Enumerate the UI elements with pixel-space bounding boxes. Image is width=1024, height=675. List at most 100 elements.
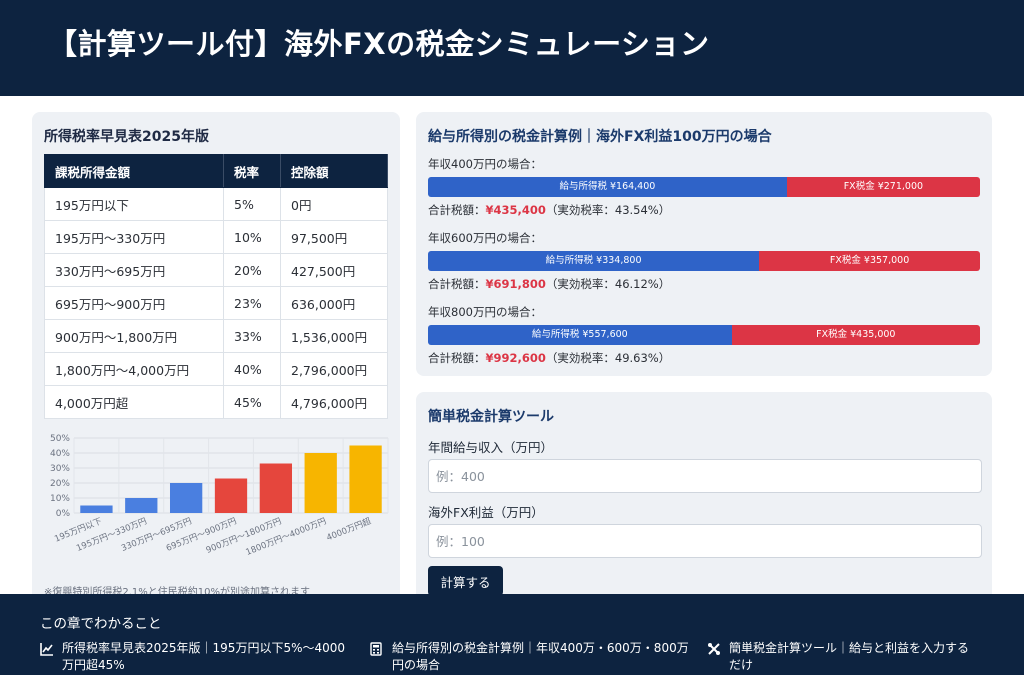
- calculator-panel: 簡単税金計算ツール 年間給与収入（万円） 海外FX利益（万円） 計算する: [416, 392, 992, 602]
- table-cell: 1,800万円〜4,000万円: [44, 352, 224, 386]
- chart-bar: [80, 505, 113, 513]
- salary-tax-segment: 給与所得税 ¥557,600: [428, 325, 732, 345]
- table-row: 195万円以下 5% 0円: [44, 187, 388, 221]
- table-cell: 40%: [223, 352, 281, 386]
- chart-bar: [349, 445, 382, 513]
- table-cell: 23%: [223, 286, 281, 320]
- chart-bar: [259, 463, 293, 513]
- tax-breakdown-bar: 給与所得税 ¥164,400 FX税金 ¥271,000: [428, 177, 980, 197]
- table-cell: 427,500円: [280, 253, 388, 287]
- y-tick-label: 0%: [56, 509, 71, 519]
- y-tick-label: 20%: [50, 479, 70, 489]
- chart-bar: [169, 483, 203, 513]
- table-row: 4,000万円超 45% 4,796,000円: [44, 385, 388, 419]
- table-cell: 195万円以下: [44, 187, 224, 221]
- page-title: 【計算ツール付】海外FXの税金シミュレーション: [48, 27, 710, 61]
- salary-tax-segment: 給与所得税 ¥164,400: [428, 177, 787, 197]
- table-row: 695万円〜900万円 23% 636,000円: [44, 286, 388, 320]
- table-row: 195万円〜330万円 10% 97,500円: [44, 220, 388, 254]
- table-cell: 4,796,000円: [280, 385, 388, 419]
- total-amount: ¥691,800: [485, 277, 546, 291]
- tax-rate-panel: 所得税率早見表2025年版 課税所得金額 税率 控除額 195万円以下 5% 0円 1…: [32, 112, 400, 602]
- x-tick-label: 1800万円〜4000万円: [245, 517, 328, 558]
- y-tick-label: 40%: [50, 449, 70, 459]
- footer-item-text: 所得税率早見表2025年版｜195万円以下5%〜4000万円超45%: [62, 641, 346, 672]
- footer-item-text: 簡単税金計算ツール｜給与と利益を入力するだけ: [729, 641, 970, 672]
- salary-label: 年間給与収入（万円）: [428, 440, 554, 455]
- footer-item-calculator: 簡単税金計算ツール｜給与と利益を入力するだけ: [707, 640, 972, 674]
- table-cell: 1,536,000円: [280, 319, 388, 353]
- x-tick-label: 4000万円超: [325, 515, 373, 543]
- effective-rate: （実効税率：46.12%）: [545, 277, 671, 291]
- table-cell: 45%: [223, 385, 281, 419]
- footer-item-text: 給与所得別の税金計算例｜年収400万・600万・800万円の場合: [392, 641, 689, 672]
- chart-line-icon: [40, 640, 58, 674]
- fx-tax-segment: FX税金 ¥357,000: [759, 251, 980, 271]
- footer-title: この章でわかること: [40, 616, 162, 632]
- table-cell: 0円: [280, 187, 388, 221]
- table-cell: 636,000円: [280, 286, 388, 320]
- footer-item-rate-table: 所得税率早見表2025年版｜195万円以下5%〜4000万円超45%: [40, 640, 355, 674]
- table-cell: 5%: [223, 187, 281, 221]
- tax-rate-chart-svg: 0%10%20%30%40%50%195万円以下195万円〜330万円330万円…: [50, 434, 389, 558]
- effective-rate: （実効税率：43.54%）: [545, 203, 671, 217]
- calculator-icon: [370, 640, 388, 674]
- y-tick-label: 10%: [50, 494, 70, 504]
- table-row: 1,800万円〜4,000万円 40% 2,796,000円: [44, 352, 388, 386]
- y-tick-label: 50%: [50, 434, 70, 444]
- case-label: 年収400万円の場合：: [428, 157, 542, 171]
- table-row: 900万円〜1,800万円 33% 1,536,000円: [44, 319, 388, 353]
- y-tick-label: 30%: [50, 464, 70, 474]
- tax-rate-title: 所得税率早見表2025年版: [44, 129, 209, 145]
- table-cell: 900万円〜1,800万円: [44, 319, 224, 353]
- table-cell: 97,500円: [280, 220, 388, 254]
- total-tax-line: 合計税額：¥992,600（実効税率：49.63%）: [428, 350, 670, 366]
- chart-bar: [304, 453, 337, 513]
- calculator-title: 簡単税金計算ツール: [428, 409, 554, 425]
- table-cell: 330万円〜695万円: [44, 253, 224, 287]
- tools-icon: [707, 640, 725, 674]
- total-tax-line: 合計税額：¥691,800（実効税率：46.12%）: [428, 276, 670, 292]
- case-label: 年収600万円の場合：: [428, 231, 542, 245]
- table-row: 330万円〜695万円 20% 427,500円: [44, 253, 388, 287]
- total-prefix: 合計税額：: [428, 277, 486, 291]
- page-header: 【計算ツール付】海外FXの税金シミュレーション: [0, 0, 1024, 96]
- fx-tax-segment: FX税金 ¥271,000: [786, 177, 980, 197]
- column-header: 税率: [223, 154, 281, 188]
- examples-panel: 給与所得別の税金計算例｜海外FX利益100万円の場合 年収400万円の場合： 給与…: [416, 112, 992, 376]
- tax-rate-table-body: 195万円以下 5% 0円 195万円〜330万円 10% 97,500円 330万円〜69…: [44, 187, 388, 419]
- table-cell: 20%: [223, 253, 281, 287]
- table-header-row: 課税所得金額 税率 控除額: [44, 154, 388, 188]
- examples-title: 給与所得別の税金計算例｜海外FX利益100万円の場合: [428, 129, 772, 145]
- fx-profit-input[interactable]: [428, 524, 982, 558]
- case-label: 年収800万円の場合：: [428, 305, 542, 319]
- chart-bar: [125, 498, 158, 513]
- column-header: 課税所得金額: [44, 154, 224, 188]
- chapter-summary-footer: この章でわかること 所得税率早見表2025年版｜195万円以下5%〜4000万円…: [0, 594, 1024, 675]
- column-header: 控除額: [280, 154, 388, 188]
- x-tick-label: 900万円〜1800万円: [205, 517, 283, 556]
- table-cell: 33%: [223, 319, 281, 353]
- total-prefix: 合計税額：: [428, 203, 486, 217]
- fx-tax-segment: FX税金 ¥435,000: [731, 325, 980, 345]
- salary-tax-segment: 給与所得税 ¥334,800: [428, 251, 760, 271]
- table-cell: 695万円〜900万円: [44, 286, 224, 320]
- tax-breakdown-bar: 給与所得税 ¥334,800 FX税金 ¥357,000: [428, 251, 980, 271]
- calculate-button[interactable]: 計算する: [428, 566, 503, 596]
- table-cell: 2,796,000円: [280, 352, 388, 386]
- table-cell: 195万円〜330万円: [44, 220, 224, 254]
- fx-profit-label: 海外FX利益（万円）: [428, 505, 544, 520]
- table-cell: 10%: [223, 220, 281, 254]
- total-tax-line: 合計税額：¥435,400（実効税率：43.54%）: [428, 202, 670, 218]
- chart-bar: [214, 478, 248, 513]
- footer-item-examples: 給与所得別の税金計算例｜年収400万・600万・800万円の場合: [370, 640, 690, 674]
- total-prefix: 合計税額：: [428, 351, 486, 365]
- tax-breakdown-bar: 給与所得税 ¥557,600 FX税金 ¥435,000: [428, 325, 980, 345]
- table-cell: 4,000万円超: [44, 385, 224, 419]
- effective-rate: （実効税率：49.63%）: [545, 351, 671, 365]
- footnote: ※復興特別所得税2.1%と住民税約10%が別途加算されます: [44, 587, 311, 598]
- tax-rate-table: 課税所得金額 税率 控除額 195万円以下 5% 0円 195万円〜330万円 10% 9…: [44, 154, 388, 419]
- tax-rate-chart: 0% 10% 20% 30% 40% 50% 195万円以下 195万円〜330万円 330万円…: [42, 430, 392, 580]
- total-amount: ¥992,600: [485, 351, 546, 365]
- salary-input[interactable]: [428, 459, 982, 493]
